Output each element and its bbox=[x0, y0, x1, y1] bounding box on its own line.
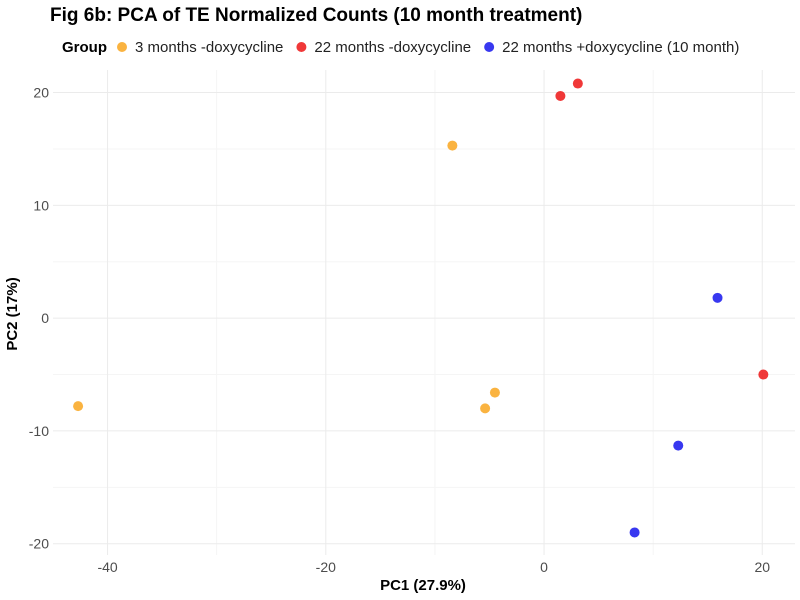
y-axis-title: PC2 (17%) bbox=[4, 277, 21, 350]
data-point bbox=[480, 403, 491, 414]
data-point bbox=[447, 140, 458, 151]
legend-title: Group bbox=[62, 39, 107, 56]
data-point bbox=[73, 401, 84, 412]
data-point bbox=[758, 369, 769, 380]
legend-label: 22 months +doxycycline (10 month) bbox=[502, 39, 739, 56]
y-tick-label: -10 bbox=[29, 423, 49, 439]
x-tick-label: 20 bbox=[754, 559, 770, 575]
x-tick-label: -40 bbox=[97, 559, 117, 575]
legend: Group 3 months -doxycycline 22 months -do… bbox=[62, 39, 739, 56]
legend-key bbox=[117, 42, 127, 52]
plot-panel: -40 -20 0 20 -20 -10 0 10 20 bbox=[29, 70, 795, 575]
y-tick-label: -20 bbox=[29, 536, 49, 552]
data-point bbox=[572, 78, 583, 89]
x-tick-label: -20 bbox=[316, 559, 336, 575]
x-axis-title: PC1 (27.9%) bbox=[380, 577, 466, 594]
legend-key bbox=[484, 42, 495, 52]
y-tick-label: 20 bbox=[33, 85, 49, 101]
x-tick-label: 0 bbox=[540, 559, 548, 575]
legend-label: 22 months -doxycycline bbox=[314, 39, 471, 56]
y-tick-label: 10 bbox=[33, 197, 49, 213]
data-point bbox=[555, 90, 566, 101]
data-point bbox=[629, 527, 640, 538]
data-point bbox=[712, 292, 723, 303]
y-tick-label: 0 bbox=[41, 310, 49, 326]
chart-title: Fig 6b: PCA of TE Normalized Counts (10 … bbox=[50, 5, 582, 26]
legend-key bbox=[296, 42, 307, 52]
data-point bbox=[489, 387, 500, 398]
legend-label: 3 months -doxycycline bbox=[135, 39, 283, 56]
data-point bbox=[673, 440, 684, 451]
